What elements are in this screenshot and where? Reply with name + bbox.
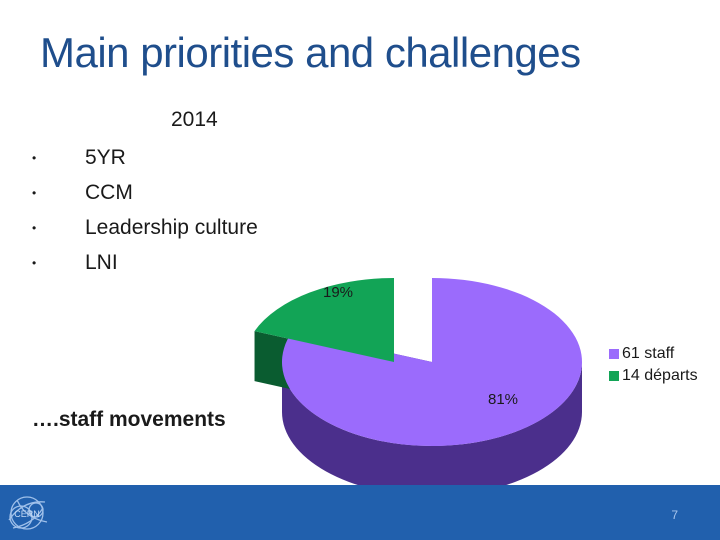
- slide-title: Main priorities and challenges: [40, 29, 581, 76]
- cern-logo-icon: CERN: [8, 496, 48, 530]
- bullet-item: • 5YR: [30, 140, 258, 175]
- page-number: 7: [671, 508, 678, 522]
- year-label: 2014: [171, 108, 218, 131]
- bullet-dot-icon: •: [32, 150, 37, 165]
- chart-legend: 61 staff 14 départs: [609, 343, 698, 387]
- bullet-dot-icon: •: [32, 255, 37, 270]
- pie-slice-14-départs: [254, 278, 394, 362]
- bullet-text: LNI: [85, 250, 118, 274]
- pie-data-label: 81%: [488, 391, 518, 408]
- legend-item-staff: 61 staff: [609, 343, 698, 365]
- pie-data-label: 19%: [323, 284, 353, 301]
- bullet-item: • LNI: [30, 245, 258, 280]
- legend-item-departs: 14 départs: [609, 365, 698, 387]
- legend-swatch: [609, 371, 619, 381]
- bullet-item: • Leadership culture: [30, 210, 258, 245]
- bullet-item: • CCM: [30, 175, 258, 210]
- pie-slice-61-staff: [282, 278, 583, 446]
- legend-label: 61 staff: [622, 345, 675, 362]
- bullet-dot-icon: •: [32, 185, 37, 200]
- pie-chart: 81% 19%: [254, 278, 583, 485]
- legend-swatch: [609, 349, 619, 359]
- footer-bar: CERN 7: [0, 485, 720, 540]
- staff-movements-label: ….staff movements: [32, 408, 226, 431]
- bullet-list: • 5YR • CCM • Leadership culture • LNI: [30, 140, 258, 280]
- legend-label: 14 départs: [622, 367, 698, 384]
- bullet-text: 5YR: [85, 145, 126, 169]
- bullet-text: CCM: [85, 180, 133, 204]
- bullet-text: Leadership culture: [85, 215, 258, 239]
- svg-text:CERN: CERN: [14, 509, 40, 519]
- bullet-dot-icon: •: [32, 220, 37, 235]
